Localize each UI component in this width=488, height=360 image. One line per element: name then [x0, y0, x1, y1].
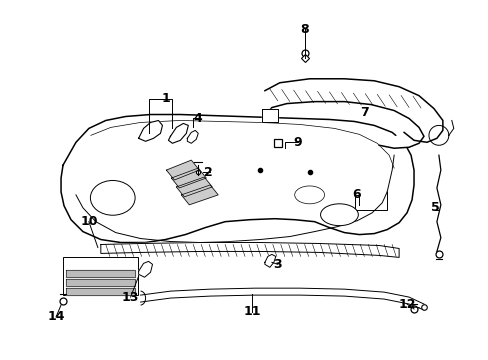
Text: 10: 10 — [80, 215, 98, 228]
FancyBboxPatch shape — [63, 257, 137, 295]
Polygon shape — [187, 130, 198, 143]
Polygon shape — [141, 288, 423, 310]
Polygon shape — [166, 160, 199, 180]
Text: 6: 6 — [351, 188, 360, 201]
Text: 13: 13 — [122, 291, 139, 303]
Polygon shape — [176, 177, 212, 197]
Polygon shape — [264, 255, 275, 267]
Text: 4: 4 — [194, 112, 202, 125]
Text: 5: 5 — [429, 201, 438, 214]
Ellipse shape — [294, 186, 324, 204]
Ellipse shape — [320, 204, 358, 226]
Text: 3: 3 — [273, 258, 282, 271]
Polygon shape — [101, 243, 398, 257]
Polygon shape — [61, 114, 413, 243]
Polygon shape — [138, 261, 152, 277]
Polygon shape — [138, 121, 162, 141]
Text: 1: 1 — [161, 92, 169, 105]
Polygon shape — [181, 185, 218, 205]
Polygon shape — [262, 109, 277, 122]
Polygon shape — [264, 79, 442, 148]
Text: 8: 8 — [300, 23, 308, 36]
Text: 11: 11 — [243, 306, 260, 319]
Text: 2: 2 — [203, 166, 212, 179]
Polygon shape — [171, 168, 206, 188]
Ellipse shape — [90, 180, 135, 215]
Text: 9: 9 — [293, 136, 302, 149]
Text: 7: 7 — [359, 106, 368, 119]
Polygon shape — [168, 123, 188, 143]
Text: 14: 14 — [47, 310, 65, 323]
Text: 12: 12 — [398, 297, 415, 311]
